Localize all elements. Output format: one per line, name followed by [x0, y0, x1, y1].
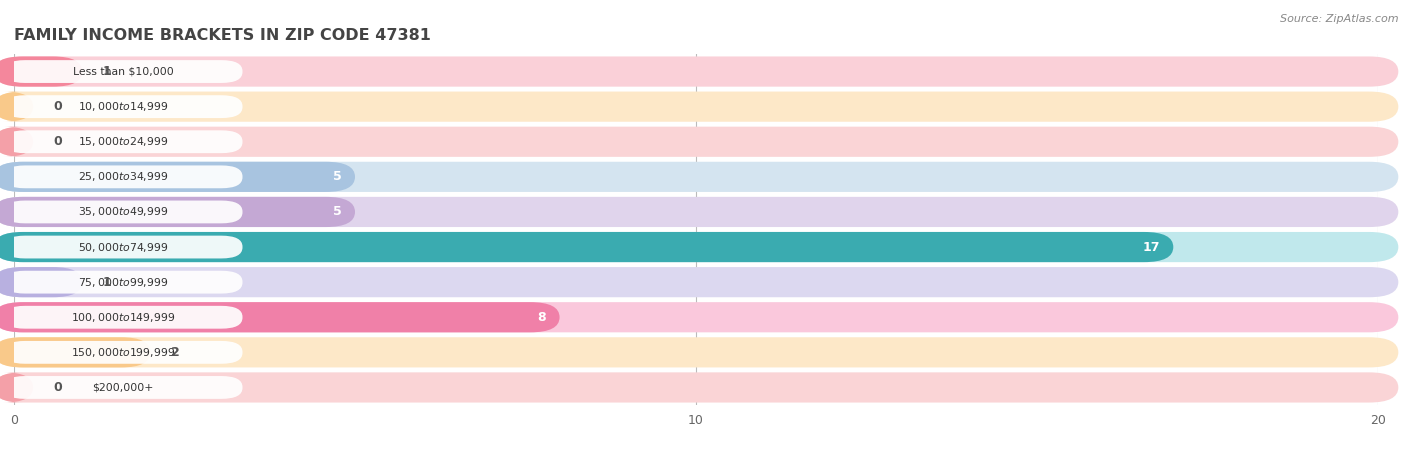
Text: Less than $10,000: Less than $10,000 — [73, 67, 173, 76]
FancyBboxPatch shape — [0, 302, 1399, 333]
Text: 5: 5 — [333, 206, 342, 218]
FancyBboxPatch shape — [0, 91, 34, 122]
Text: 2: 2 — [172, 346, 180, 359]
FancyBboxPatch shape — [0, 302, 560, 333]
FancyBboxPatch shape — [0, 91, 1399, 122]
Text: 1: 1 — [103, 276, 111, 288]
FancyBboxPatch shape — [4, 95, 242, 118]
FancyBboxPatch shape — [4, 271, 242, 293]
Text: 5: 5 — [333, 171, 342, 183]
FancyBboxPatch shape — [0, 232, 1399, 262]
Text: Source: ZipAtlas.com: Source: ZipAtlas.com — [1281, 14, 1399, 23]
Text: $150,000 to $199,999: $150,000 to $199,999 — [72, 346, 176, 359]
Text: 0: 0 — [53, 135, 62, 148]
Text: 0: 0 — [53, 100, 62, 113]
FancyBboxPatch shape — [0, 372, 1399, 403]
Text: $100,000 to $149,999: $100,000 to $149,999 — [72, 311, 176, 324]
FancyBboxPatch shape — [0, 337, 1399, 368]
Text: $15,000 to $24,999: $15,000 to $24,999 — [77, 135, 169, 148]
FancyBboxPatch shape — [0, 372, 34, 403]
FancyBboxPatch shape — [0, 162, 1399, 192]
Text: $25,000 to $34,999: $25,000 to $34,999 — [77, 171, 169, 183]
FancyBboxPatch shape — [0, 56, 1399, 87]
FancyBboxPatch shape — [0, 267, 1399, 297]
FancyBboxPatch shape — [0, 337, 150, 368]
FancyBboxPatch shape — [4, 130, 242, 153]
FancyBboxPatch shape — [4, 201, 242, 223]
FancyBboxPatch shape — [4, 236, 242, 258]
FancyBboxPatch shape — [4, 341, 242, 364]
Text: 0: 0 — [53, 381, 62, 394]
Text: $50,000 to $74,999: $50,000 to $74,999 — [77, 241, 169, 253]
FancyBboxPatch shape — [0, 126, 1399, 157]
FancyBboxPatch shape — [0, 56, 82, 87]
FancyBboxPatch shape — [4, 306, 242, 328]
Text: 1: 1 — [103, 65, 111, 78]
Text: $10,000 to $14,999: $10,000 to $14,999 — [77, 100, 169, 113]
FancyBboxPatch shape — [0, 162, 356, 192]
FancyBboxPatch shape — [0, 126, 34, 157]
Text: $200,000+: $200,000+ — [93, 382, 153, 392]
FancyBboxPatch shape — [0, 197, 1399, 227]
Text: $75,000 to $99,999: $75,000 to $99,999 — [77, 276, 169, 288]
Text: 17: 17 — [1142, 241, 1160, 253]
FancyBboxPatch shape — [4, 166, 242, 188]
FancyBboxPatch shape — [0, 232, 1173, 262]
FancyBboxPatch shape — [4, 376, 242, 399]
Text: FAMILY INCOME BRACKETS IN ZIP CODE 47381: FAMILY INCOME BRACKETS IN ZIP CODE 47381 — [14, 28, 430, 43]
Text: 8: 8 — [537, 311, 546, 324]
Text: $35,000 to $49,999: $35,000 to $49,999 — [77, 206, 169, 218]
FancyBboxPatch shape — [4, 60, 242, 83]
FancyBboxPatch shape — [0, 197, 356, 227]
FancyBboxPatch shape — [0, 267, 82, 297]
